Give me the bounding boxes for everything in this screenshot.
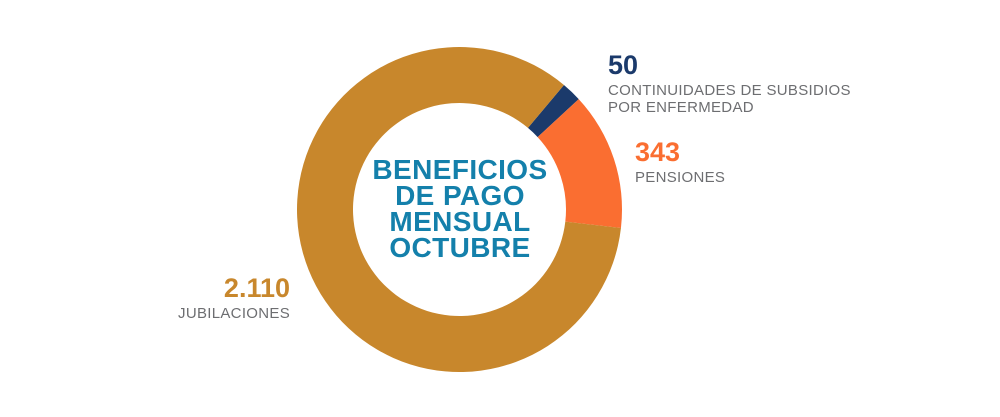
pensiones-value: 343 — [635, 137, 681, 167]
donut-segment-jubilaciones — [297, 47, 621, 373]
chart-center-title-line-3: MENSUAL — [389, 206, 531, 237]
donut-segment-subsidios — [527, 85, 579, 138]
pensiones-label-line-1: PENSIONES — [635, 169, 726, 186]
chart-center-title-line-1: BENEFICIOS — [372, 154, 548, 185]
pensiones-label: PENSIONES — [635, 169, 835, 186]
callout-jubilaciones: 2.110 JUBILACIONES — [70, 273, 290, 323]
subsidios-label: CONTINUIDADES DE SUBSIDIOS POR ENFERMEDA… — [608, 82, 868, 116]
chart-center-title: BENEFICIOS DE PAGO MENSUAL OCTUBRE — [310, 154, 610, 263]
subsidios-label-line-1: CONTINUIDADES DE SUBSIDIOS — [608, 82, 851, 99]
chart-center-title-line-2: DE PAGO — [395, 180, 525, 211]
chart-center-title-line-4: OCTUBRE — [389, 232, 531, 263]
callout-subsidios: 50 CONTINUIDADES DE SUBSIDIOS POR ENFERM… — [608, 50, 868, 117]
jubilaciones-label: JUBILACIONES — [70, 305, 290, 322]
donut-segment-pensiones — [537, 99, 623, 228]
jubilaciones-label-line-1: JUBILACIONES — [178, 305, 290, 322]
subsidios-label-line-2: POR ENFERMEDAD — [608, 99, 754, 116]
subsidios-value: 50 — [608, 50, 639, 80]
jubilaciones-value: 2.110 — [223, 273, 290, 303]
callout-pensiones: 343 PENSIONES — [635, 137, 835, 187]
